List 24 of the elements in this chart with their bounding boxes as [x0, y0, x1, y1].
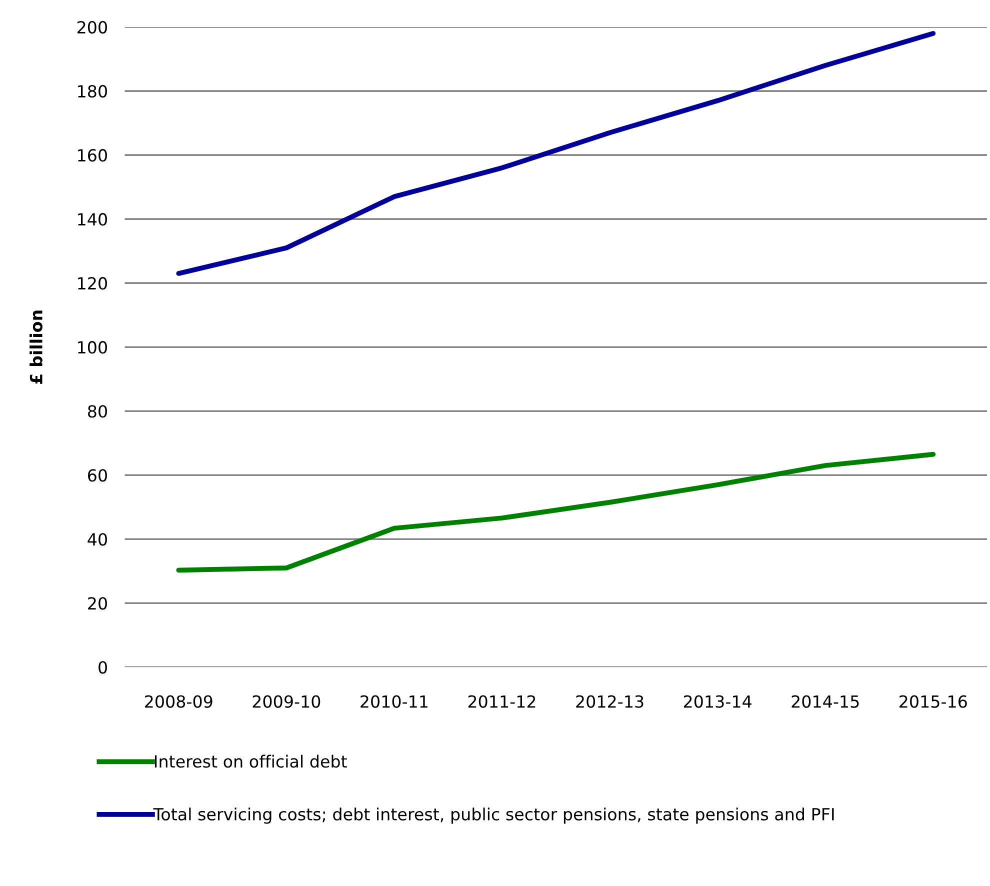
y-tick-label: 140 — [78, 213, 107, 226]
y-tick-label: 160 — [78, 149, 107, 162]
x-tick-label: 2013-14 — [684, 695, 752, 708]
x-tick-label: 2015-16 — [900, 695, 967, 708]
x-tick-label: 2009-10 — [252, 695, 320, 708]
y-tick-label: 20 — [88, 597, 107, 610]
y-tick-label: 60 — [88, 469, 107, 482]
y-tick-label: 180 — [78, 85, 107, 98]
x-tick-label: 2011-12 — [468, 695, 536, 708]
x-tick-label: 2010-11 — [360, 695, 428, 708]
y-tick-label: 0 — [98, 661, 107, 674]
x-tick-label: 2012-13 — [576, 695, 644, 708]
y-tick-label: 200 — [77, 20, 107, 34]
y-tick-label: 40 — [88, 533, 107, 546]
line-series — [176, 30, 936, 276]
x-tick-label: 2014-15 — [792, 695, 859, 708]
y-axis-title: £ billion — [30, 310, 42, 384]
x-tick-label: 2008-09 — [145, 695, 212, 708]
y-tick-label: 120 — [78, 277, 107, 290]
y-tick-label: 80 — [88, 405, 107, 418]
legend-label: Interest on official debt — [154, 754, 347, 768]
y-tick-label: 100 — [78, 341, 107, 354]
line-series — [176, 452, 936, 573]
legend-label: Total servicing costs; debt interest, public sector pensions, state pensions and PFI — [153, 808, 834, 824]
